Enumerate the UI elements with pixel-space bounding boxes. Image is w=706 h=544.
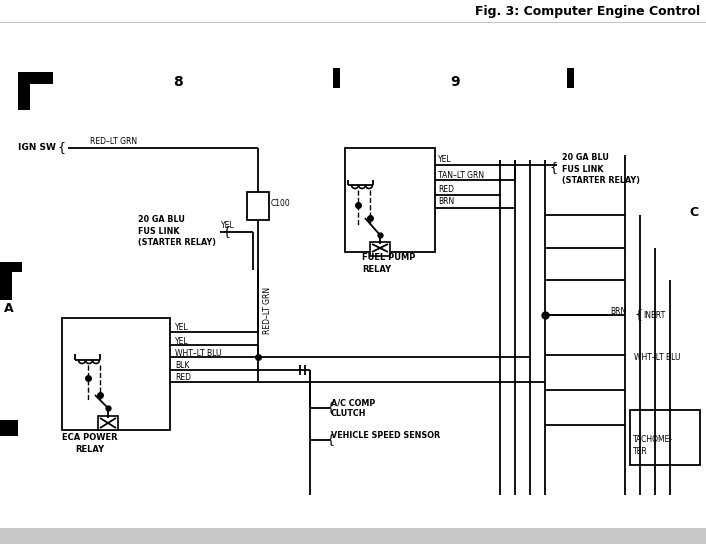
Text: RELAY: RELAY — [76, 444, 104, 454]
Bar — [0, 262, 22, 272]
Text: {: { — [222, 226, 230, 238]
Text: FUS LINK: FUS LINK — [562, 164, 604, 174]
Text: BLK: BLK — [175, 361, 189, 369]
Text: {: { — [326, 401, 334, 415]
Text: {: { — [634, 308, 642, 322]
Text: CLUTCH: CLUTCH — [331, 409, 366, 417]
Bar — [247, 192, 269, 220]
Text: A/C COMP: A/C COMP — [331, 399, 376, 407]
Bar — [0, 420, 18, 436]
Text: VEHICLE SPEED SENSOR: VEHICLE SPEED SENSOR — [331, 430, 440, 440]
Text: C: C — [690, 206, 699, 219]
Text: YEL: YEL — [175, 323, 189, 331]
Text: IGN SW: IGN SW — [18, 144, 56, 152]
Text: WHT–LT BLU: WHT–LT BLU — [634, 353, 681, 362]
Bar — [345, 148, 435, 252]
Text: RED–LT GRN: RED–LT GRN — [263, 287, 272, 333]
Text: Fig. 3: Computer Engine Control: Fig. 3: Computer Engine Control — [475, 5, 700, 18]
Bar — [18, 72, 30, 110]
Text: C100: C100 — [271, 200, 291, 208]
Text: RED: RED — [175, 374, 191, 382]
Text: 9: 9 — [450, 75, 460, 89]
Text: BRN: BRN — [438, 197, 454, 207]
Text: RELAY: RELAY — [362, 264, 391, 274]
Text: RED–LT GRN: RED–LT GRN — [90, 137, 137, 145]
Bar — [0, 262, 12, 300]
Text: INERT: INERT — [643, 311, 665, 319]
Text: 20 GA BLU: 20 GA BLU — [562, 153, 609, 163]
Text: (STARTER RELAY): (STARTER RELAY) — [138, 238, 216, 246]
Text: {: { — [57, 141, 65, 154]
Bar — [0, 528, 706, 544]
Text: {: { — [549, 162, 557, 175]
Text: RED: RED — [438, 186, 454, 195]
Text: BRN: BRN — [610, 306, 626, 316]
Text: 20 GA BLU: 20 GA BLU — [138, 215, 185, 225]
Text: YEL: YEL — [438, 156, 452, 164]
Bar — [333, 68, 340, 88]
Bar — [567, 68, 574, 88]
Text: 8: 8 — [173, 75, 183, 89]
Bar — [630, 410, 700, 465]
Text: ECA POWER: ECA POWER — [62, 434, 118, 442]
Text: TER: TER — [633, 447, 647, 455]
Bar — [62, 318, 170, 430]
Bar — [98, 416, 118, 430]
Text: {: { — [326, 434, 334, 447]
Text: (STARTER RELAY): (STARTER RELAY) — [562, 176, 640, 184]
Bar — [370, 242, 390, 256]
Text: FUS LINK: FUS LINK — [138, 226, 179, 236]
Text: YEL: YEL — [221, 220, 234, 230]
Text: A: A — [4, 301, 13, 314]
Text: WHT–LT BLU: WHT–LT BLU — [175, 349, 222, 358]
Text: TACHOME-: TACHOME- — [633, 436, 673, 444]
Text: TAN–LT GRN: TAN–LT GRN — [438, 170, 484, 180]
Bar — [18, 72, 53, 84]
Text: FUEL PUMP: FUEL PUMP — [362, 254, 415, 263]
Text: YEL: YEL — [175, 337, 189, 345]
